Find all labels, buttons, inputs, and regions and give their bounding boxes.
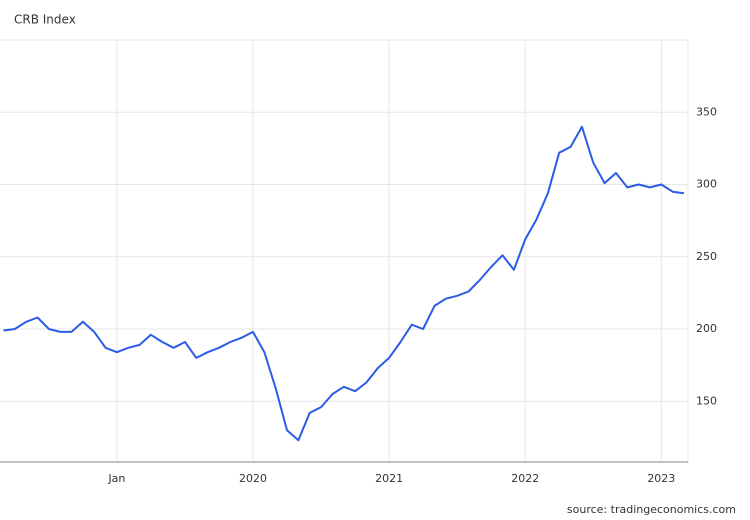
y-tick-label: 350 [696,105,717,118]
x-tick-label: Jan [107,472,125,485]
x-tick-label: 2021 [375,472,403,485]
y-tick-label: 250 [696,250,717,263]
y-tick-label: 150 [696,394,717,407]
x-tick-label: 2023 [647,472,675,485]
source-note: source: tradingeconomics.com [567,503,736,516]
x-tick-label: 2020 [239,472,267,485]
y-tick-label: 300 [696,178,717,191]
data-line [3,125,685,442]
y-tick-label: 200 [696,322,717,335]
x-tick-label: 2022 [511,472,539,485]
chart-title: CRB Index [14,13,76,27]
